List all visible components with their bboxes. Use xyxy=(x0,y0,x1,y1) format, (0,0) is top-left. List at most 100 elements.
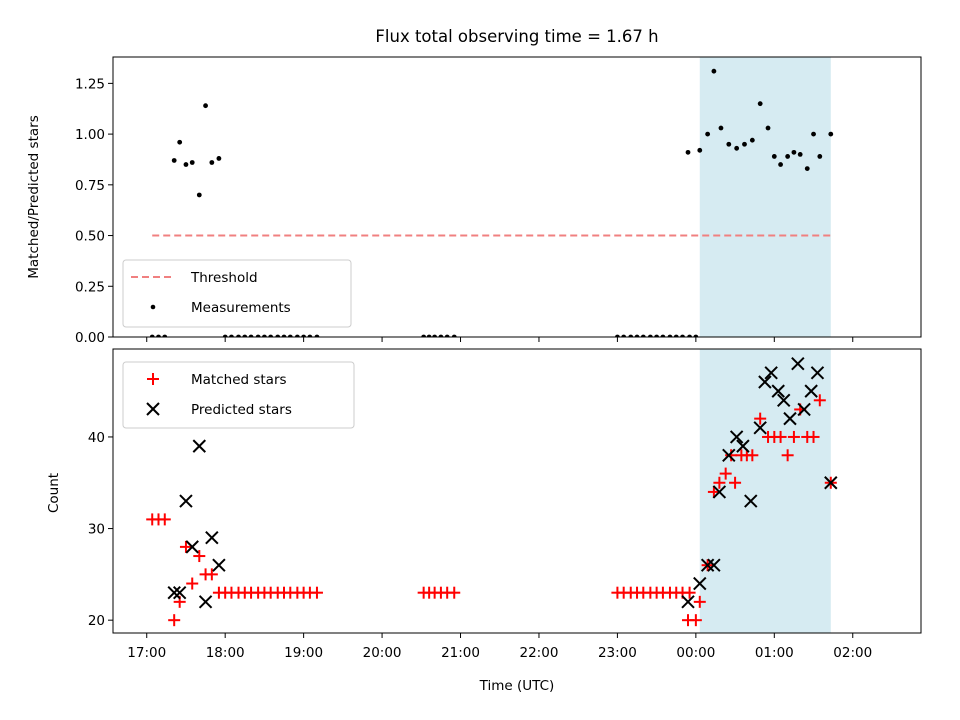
top-y-tick-label: 1.25 xyxy=(75,76,105,92)
x-axis-label: Time (UTC) xyxy=(479,678,555,694)
predicted-star-point xyxy=(771,384,785,398)
measurement-point xyxy=(718,125,724,131)
measurement-point xyxy=(156,334,161,337)
top-y-tick-label: 0.50 xyxy=(75,229,105,245)
predicted-star-point xyxy=(681,595,695,609)
measurement-point xyxy=(804,166,810,171)
measurement-point xyxy=(693,334,699,337)
chart-title: Flux total observing time = 1.67 h xyxy=(375,27,658,46)
top-y-tick-label: 0.00 xyxy=(75,330,105,346)
predicted-star-stroke-b xyxy=(693,576,707,591)
predicted-star-point xyxy=(804,384,818,398)
top-y-tick-label: 0.75 xyxy=(75,178,105,194)
bottom-y-tick-label: 20 xyxy=(88,613,105,629)
legend-threshold-label: Threshold xyxy=(190,270,258,286)
matched-star-point xyxy=(158,513,171,526)
top-x-ticks xyxy=(146,337,854,342)
matched-star-point xyxy=(693,595,706,608)
measurement-point xyxy=(817,154,823,159)
measurement-point xyxy=(242,334,248,337)
measurement-point xyxy=(301,334,307,337)
predicted-star-stroke-b xyxy=(777,393,791,408)
measurement-point xyxy=(183,162,189,167)
x-tick-label: 00:00 xyxy=(676,645,715,661)
legend-measurements-label: Measurements xyxy=(191,300,291,316)
measurement-point xyxy=(177,139,183,145)
predicted-star-stroke-b xyxy=(797,402,811,417)
predicted-star-point xyxy=(810,366,825,380)
x-tick-label: 02:00 xyxy=(833,645,872,661)
predicted-star-point xyxy=(777,393,791,408)
matched-star-point xyxy=(713,476,726,489)
predicted-star-stroke-b xyxy=(192,439,206,453)
measurement-point xyxy=(742,141,747,147)
measurement-point xyxy=(248,334,254,337)
predicted-star-stroke-b xyxy=(764,366,778,380)
predicted-star-stroke-b xyxy=(783,411,797,426)
top-shaded-region xyxy=(699,57,831,337)
matched-star-point xyxy=(205,568,218,581)
measurement-point xyxy=(697,147,703,153)
measurement-point xyxy=(705,131,711,137)
predicted-star-point xyxy=(198,595,213,609)
matched-star-point xyxy=(186,577,199,590)
count-points-layer xyxy=(146,356,838,627)
matched-star-point xyxy=(746,449,759,462)
bottom-x-ticks: 17:00 18:00 19:00 20:00 21:00 22:00 23:00 00:00… xyxy=(127,633,872,661)
bottom-panel: 17:00 18:00 19:00 20:00 21:00 22:00 23:00 00:00… xyxy=(46,348,922,694)
x-tick-label: 22:00 xyxy=(520,645,559,661)
measurement-point xyxy=(771,154,777,159)
matched-star-point xyxy=(179,540,192,553)
predicted-star-point xyxy=(167,585,181,600)
measurement-point xyxy=(757,101,763,107)
predicted-star-point xyxy=(722,448,736,462)
measurement-point xyxy=(673,334,679,337)
top-legend-box xyxy=(122,259,352,328)
predicted-star-stroke-b xyxy=(172,585,187,600)
predicted-star-point xyxy=(783,411,797,426)
measurement-point xyxy=(314,334,320,337)
measurement-point xyxy=(811,131,816,137)
bottom-axes-frame xyxy=(112,348,922,634)
measurement-point xyxy=(222,334,228,337)
predicted-star-point xyxy=(791,356,805,371)
predicted-star-point xyxy=(797,402,811,417)
predicted-star-stroke-b xyxy=(824,476,838,490)
matched-star-point xyxy=(729,476,742,489)
legend-matched-label: Matched stars xyxy=(191,372,287,388)
measurement-point xyxy=(236,334,241,337)
measurement-point xyxy=(778,162,783,167)
predicted-star-stroke-b xyxy=(167,585,181,600)
predicted-star-point xyxy=(744,494,758,508)
legend-matched-swatch xyxy=(147,373,159,385)
x-tick-label: 20:00 xyxy=(363,645,402,661)
predicted-star-stroke-b xyxy=(753,421,767,435)
matched-star-point xyxy=(707,485,720,498)
x-tick-label: 18:00 xyxy=(206,645,245,661)
predicted-star-stroke-b xyxy=(212,558,226,572)
predicted-star-point xyxy=(205,531,219,545)
measurement-point xyxy=(634,334,640,337)
measurement-point xyxy=(268,334,274,337)
predicted-star-point xyxy=(764,366,778,380)
predicted-star-point xyxy=(707,558,721,572)
predicted-star-stroke-b xyxy=(179,494,193,508)
measurement-point xyxy=(660,334,666,337)
measurement-point xyxy=(262,334,267,337)
predicted-star-stroke-b xyxy=(810,366,825,380)
legend-measurements-swatch xyxy=(150,304,156,310)
matched-star-point xyxy=(193,550,206,563)
measurement-point xyxy=(667,334,673,337)
legend-predicted-label: Predicted stars xyxy=(191,402,292,418)
bottom-y-tick-label: 40 xyxy=(88,430,105,446)
x-tick-label: 19:00 xyxy=(284,645,323,661)
top-y-axis-label: Matched/Predicted stars xyxy=(26,115,42,278)
matched-star-point xyxy=(683,586,696,599)
predicted-star-stroke-b xyxy=(712,485,727,499)
x-tick-label: 17:00 xyxy=(127,645,166,661)
measurement-point xyxy=(438,334,444,337)
measurement-point xyxy=(275,334,281,337)
top-y-tick-label: 0.25 xyxy=(75,279,105,295)
top-axes-frame xyxy=(112,56,922,338)
measurement-point xyxy=(307,334,313,337)
